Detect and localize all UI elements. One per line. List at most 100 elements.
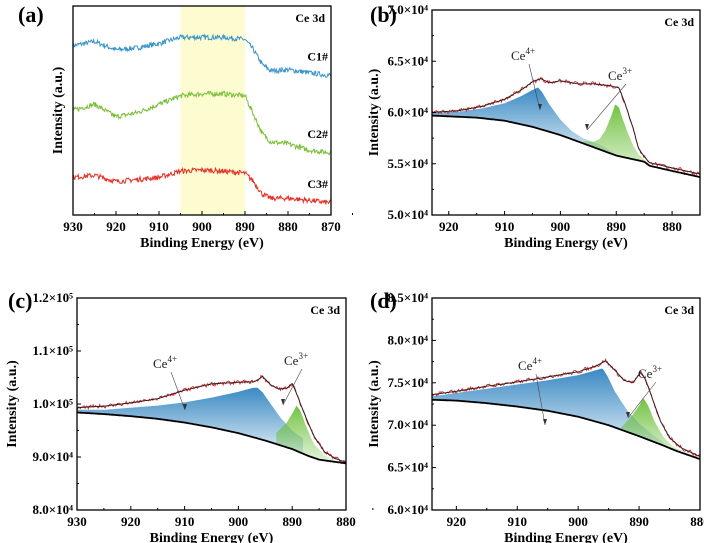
label-sup: 4+ bbox=[167, 354, 177, 364]
x-tick-label: 910 bbox=[495, 219, 515, 234]
x-tick-label: 920 bbox=[106, 219, 126, 234]
ce4-label: Ce4+ bbox=[518, 356, 542, 373]
x-axis-label: Binding Energy (eV) bbox=[140, 236, 264, 251]
ce4-component-area bbox=[432, 368, 664, 446]
fit-envelope-line bbox=[431, 78, 701, 175]
series-line-C1 bbox=[72, 33, 332, 78]
ce3-component-area bbox=[621, 398, 700, 459]
ce3-label: Ce3+ bbox=[284, 351, 308, 368]
background-line bbox=[432, 398, 700, 460]
panel-title: Ce 3d bbox=[664, 303, 694, 317]
panel-title: Ce 3d bbox=[295, 11, 325, 25]
ce4-label: Ce4+ bbox=[511, 46, 535, 63]
panel-letter: (a) bbox=[18, 2, 44, 27]
raw-data-line bbox=[431, 76, 701, 176]
label-sup: 3+ bbox=[652, 364, 662, 374]
ce4-arrow bbox=[170, 371, 186, 411]
y-tick-label: 8.0×10⁴ bbox=[387, 332, 428, 347]
x-tick-label: 910 bbox=[149, 219, 169, 234]
plot-frame bbox=[431, 297, 701, 511]
label-base: Ce bbox=[284, 353, 299, 368]
arrow-head-icon bbox=[538, 104, 542, 110]
x-tick-label: 880 bbox=[690, 514, 704, 529]
y-tick-label: 1.0×10⁵ bbox=[32, 396, 73, 411]
y-tick-label: 6.5×10⁴ bbox=[387, 460, 428, 475]
x-tick-label: 880 bbox=[336, 514, 356, 529]
x-tick-label: 890 bbox=[629, 514, 649, 529]
ce3-arrow bbox=[282, 368, 303, 406]
y-axis-label: Intensity (a.u.) bbox=[5, 360, 20, 448]
y-tick-label: 5.0×10⁴ bbox=[387, 207, 428, 222]
ce4-arrow bbox=[528, 63, 541, 111]
series-label: C3# bbox=[307, 177, 328, 191]
x-tick-label: 870 bbox=[321, 219, 341, 234]
series-line-C3 bbox=[72, 166, 332, 205]
series-label: C2# bbox=[307, 127, 328, 141]
ce3-component-area bbox=[583, 104, 700, 178]
y-tick-label: 5.5×10⁴ bbox=[387, 156, 428, 171]
x-tick-label: 930 bbox=[63, 219, 83, 234]
chart-panel-a: C1# C2# C3# 930 920 910 900 890 880 870 Binding En… bbox=[18, 2, 353, 251]
plot-frame bbox=[431, 9, 701, 216]
panel-title: Ce 3d bbox=[664, 15, 694, 29]
ce4-label: Ce4+ bbox=[153, 354, 177, 371]
x-tick-label: 900 bbox=[192, 219, 212, 234]
y-tick-label: 9.0×10⁴ bbox=[32, 449, 73, 464]
y-tick-label: 6.5×10⁴ bbox=[387, 53, 428, 68]
ce3-arrow bbox=[586, 83, 627, 131]
label-sup: 3+ bbox=[298, 351, 308, 361]
fit-envelope-line bbox=[77, 375, 346, 463]
ce3-arrow bbox=[627, 381, 657, 419]
x-tick-label: 930 bbox=[67, 514, 87, 529]
x-tick-label: 890 bbox=[607, 219, 627, 234]
x-tick-label: 910 bbox=[175, 514, 195, 529]
label-sup: 4+ bbox=[532, 356, 542, 366]
chart-panel-d: Ce4+Ce3+6.0×10⁴6.5×10⁴7.0×10⁴7.5×10⁴8.0×… bbox=[367, 288, 704, 543]
arrow-head-icon bbox=[543, 419, 547, 425]
label-sup: 4+ bbox=[525, 46, 535, 56]
x-tick-label: 900 bbox=[229, 514, 249, 529]
x-axis-label: Binding Energy (eV) bbox=[504, 236, 628, 251]
x-tick-label: 910 bbox=[508, 514, 528, 529]
label-base: Ce bbox=[511, 48, 526, 63]
y-tick-label: 1.1×10⁵ bbox=[32, 343, 73, 358]
y-axis-label: Intensity (a.u.) bbox=[367, 360, 382, 448]
arrow-head-icon bbox=[626, 412, 630, 418]
x-tick-label: 920 bbox=[447, 514, 467, 529]
x-tick-label: 900 bbox=[568, 514, 588, 529]
x-axis-label: Binding Energy (eV) bbox=[504, 531, 628, 543]
series-label: C1# bbox=[307, 49, 328, 63]
panel-title: Ce 3d bbox=[310, 303, 340, 317]
fit-envelope-line bbox=[431, 360, 700, 457]
label-sup: 3+ bbox=[622, 66, 632, 76]
x-tick-label: 920 bbox=[439, 219, 459, 234]
background-line bbox=[77, 411, 346, 465]
y-axis-label: Intensity (a.u.) bbox=[51, 66, 66, 154]
label-base: Ce bbox=[608, 68, 623, 83]
arrow-head-icon bbox=[585, 124, 589, 130]
background-line bbox=[432, 114, 701, 178]
x-tick-label: 880 bbox=[662, 219, 682, 234]
x-axis-label: Binding Energy (eV) bbox=[150, 531, 274, 543]
y-tick-label: 7.0×10⁴ bbox=[387, 2, 428, 17]
x-tick-label: 900 bbox=[551, 219, 571, 234]
panel-letter: (b) bbox=[370, 2, 397, 27]
y-tick-label: 8.0×10⁴ bbox=[32, 502, 73, 517]
x-tick-label: 880 bbox=[278, 219, 298, 234]
ce3-label: Ce3+ bbox=[638, 364, 662, 381]
y-axis-label: Intensity (a.u.) bbox=[367, 68, 382, 156]
x-tick-label: 890 bbox=[282, 514, 302, 529]
y-tick-label: 7.0×10⁴ bbox=[387, 417, 428, 432]
panel-letter: (d) bbox=[370, 288, 397, 313]
label-base: Ce bbox=[638, 366, 653, 381]
chart-panel-b: Ce4+Ce3+5.0×10⁴5.5×10⁴6.0×10⁴6.5×10⁴7.0×… bbox=[367, 2, 701, 251]
label-base: Ce bbox=[518, 358, 533, 373]
ce3-label: Ce3+ bbox=[608, 66, 632, 83]
y-tick-label: 6.0×10⁴ bbox=[387, 105, 428, 120]
ce4-component-area bbox=[77, 387, 303, 454]
y-tick-label: 7.5×10⁴ bbox=[387, 375, 428, 390]
x-tick-label: 920 bbox=[121, 514, 141, 529]
arrow-head-icon bbox=[183, 404, 187, 410]
y-tick-label: 8.5×10⁴ bbox=[387, 290, 428, 305]
